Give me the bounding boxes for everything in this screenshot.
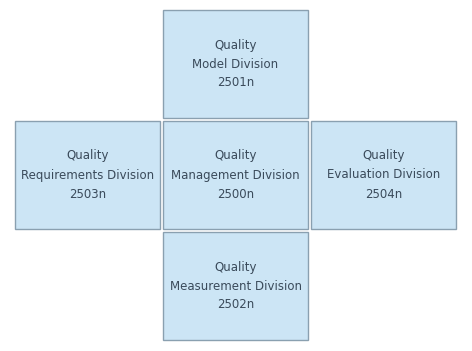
Text: Quality
Evaluation Division
2504n: Quality Evaluation Division 2504n bbox=[327, 150, 440, 200]
FancyBboxPatch shape bbox=[311, 121, 456, 229]
FancyBboxPatch shape bbox=[163, 232, 308, 340]
Text: Quality
Model Division
2501n: Quality Model Division 2501n bbox=[193, 39, 278, 90]
Text: Quality
Measurement Division
2502n: Quality Measurement Division 2502n bbox=[169, 260, 302, 311]
FancyBboxPatch shape bbox=[163, 121, 308, 229]
FancyBboxPatch shape bbox=[163, 10, 308, 118]
FancyBboxPatch shape bbox=[15, 121, 160, 229]
Text: Quality
Management Division
2500n: Quality Management Division 2500n bbox=[171, 150, 300, 200]
Text: Quality
Requirements Division
2503n: Quality Requirements Division 2503n bbox=[21, 150, 154, 200]
